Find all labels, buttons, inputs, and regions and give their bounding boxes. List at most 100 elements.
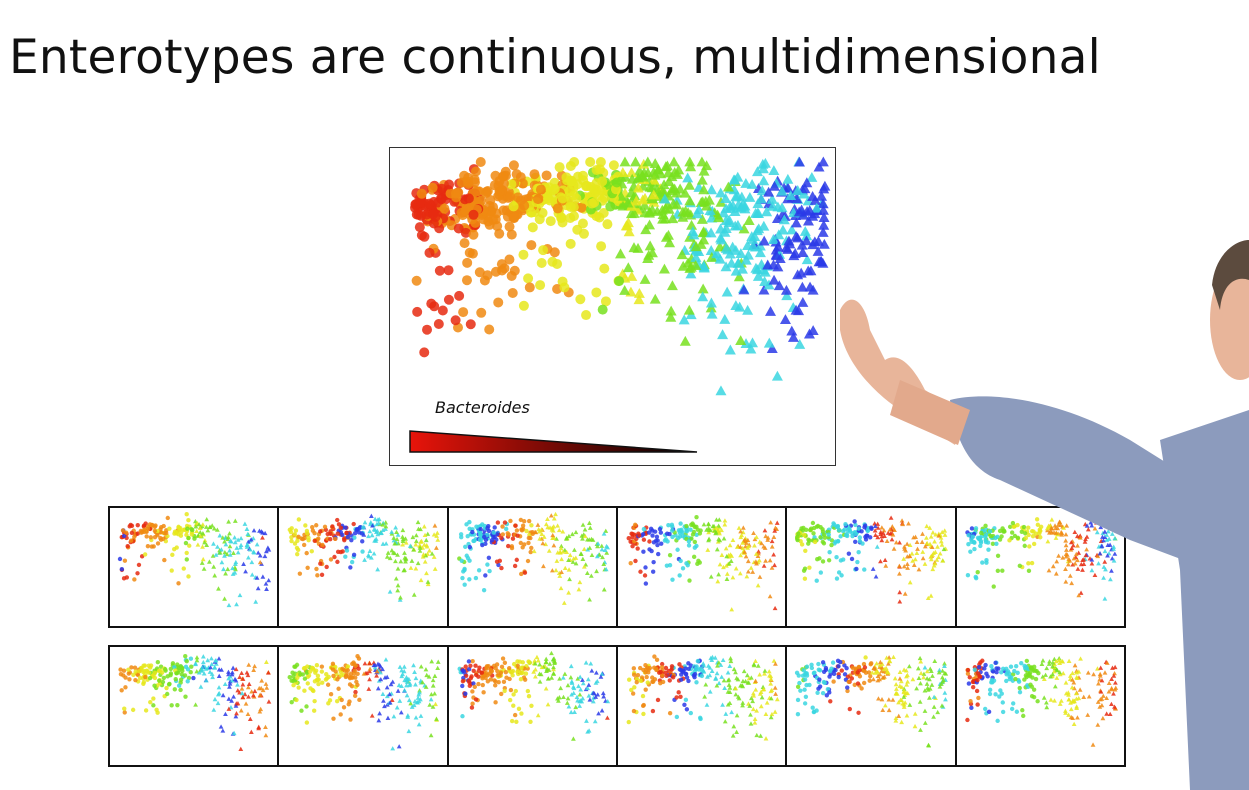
scatter-triangle xyxy=(543,521,549,527)
scatter-triangle xyxy=(807,239,819,250)
scatter-dot xyxy=(168,666,174,672)
scatter-triangle xyxy=(1055,522,1061,527)
scatter-triangle xyxy=(883,557,888,563)
scatter-triangle xyxy=(1051,530,1057,535)
scatter-triangle xyxy=(557,685,563,691)
scatter-dot xyxy=(973,526,978,531)
scatter-dot xyxy=(459,714,465,719)
scatter-dot xyxy=(162,667,168,672)
scatter-triangle xyxy=(577,692,582,697)
scatter-dot xyxy=(650,569,656,574)
scatter-triangle xyxy=(727,663,733,669)
scatter-dot xyxy=(964,717,970,723)
scatter-dot xyxy=(536,258,547,269)
scatter-triangle xyxy=(643,249,655,260)
scatter-dot xyxy=(524,528,529,534)
scatter-dot xyxy=(518,300,529,311)
scatter-triangle xyxy=(665,305,677,316)
scatter-triangle xyxy=(718,207,730,218)
scatter-triangle xyxy=(679,335,691,346)
scatter-triangle xyxy=(703,682,709,687)
scatter-dot xyxy=(426,298,437,309)
scatter-triangle xyxy=(755,663,761,668)
scatter-dot xyxy=(179,672,184,677)
scatter-triangle xyxy=(782,173,794,184)
scatter-triangle xyxy=(913,711,918,716)
scatter-triangle xyxy=(738,552,743,558)
scatter-dot xyxy=(320,680,325,685)
scatter-dot xyxy=(465,533,470,539)
scatter-triangle xyxy=(776,202,788,213)
scatter-triangle xyxy=(1088,523,1094,528)
scatter-triangle xyxy=(883,563,889,568)
scatter-dot xyxy=(675,547,680,552)
scatter-triangle xyxy=(394,536,400,542)
scatter-dot xyxy=(122,710,127,715)
scatter-triangle xyxy=(753,551,759,556)
scatter-dot xyxy=(680,566,686,571)
scatter-triangle xyxy=(785,190,797,201)
scatter-dot xyxy=(796,684,801,689)
scatter-triangle xyxy=(218,724,224,729)
scatter-dot xyxy=(475,157,486,167)
scatter-dot xyxy=(650,708,656,714)
scatter-triangle xyxy=(1074,715,1080,720)
scatter-triangle xyxy=(885,538,890,544)
scatter-dot xyxy=(692,539,697,545)
scatter-triangle xyxy=(714,253,726,264)
scatter-dot xyxy=(524,282,535,293)
scatter-triangle xyxy=(576,587,581,592)
scatter-triangle xyxy=(1054,675,1059,680)
scatter-triangle xyxy=(552,511,558,517)
scatter-triangle xyxy=(222,553,227,558)
scatter-triangle xyxy=(265,545,271,550)
scatter-triangle xyxy=(875,525,881,530)
scatter-triangle xyxy=(758,284,770,295)
scatter-triangle xyxy=(250,693,256,698)
scatter-dot xyxy=(312,538,318,543)
scatter-dot xyxy=(424,198,435,209)
scatter-dot xyxy=(969,526,974,531)
scatter-dot xyxy=(834,555,840,560)
scatter-dot xyxy=(502,688,507,694)
scatter-dot xyxy=(462,582,467,587)
scatter-triangle xyxy=(762,668,768,673)
scatter-dot xyxy=(977,660,983,665)
scatter-dot xyxy=(697,531,703,536)
scatter-dot xyxy=(821,690,826,696)
scatter-triangle xyxy=(218,547,224,552)
scatter-triangle xyxy=(761,686,767,692)
scatter-triangle xyxy=(1104,660,1110,665)
scatter-triangle xyxy=(900,521,906,527)
scatter-triangle xyxy=(396,688,401,693)
scatter-triangle xyxy=(932,694,937,699)
scatter-dot xyxy=(312,530,318,536)
scatter-triangle xyxy=(216,656,222,661)
scatter-dot xyxy=(319,669,325,674)
scatter-triangle xyxy=(942,663,948,669)
scatter-dot xyxy=(351,660,357,665)
scatter-dot xyxy=(669,664,675,669)
scatter-triangle xyxy=(746,680,752,685)
scatter-triangle xyxy=(429,732,434,738)
scatter-dot xyxy=(492,683,498,688)
scatter-triangle xyxy=(238,542,244,548)
scatter-triangle xyxy=(1058,698,1064,703)
scatter-dot xyxy=(527,719,533,724)
thumbnail-plot xyxy=(617,647,788,765)
scatter-triangle xyxy=(771,658,777,663)
scatter-triangle xyxy=(230,665,236,670)
scatter-triangle xyxy=(745,558,751,564)
scatter-triangle xyxy=(811,202,823,213)
scatter-triangle xyxy=(226,519,231,524)
scatter-dot xyxy=(514,528,519,533)
scatter-dot xyxy=(422,324,433,335)
scatter-triangle xyxy=(877,662,883,668)
scatter-dot xyxy=(525,558,530,564)
scatter-dot xyxy=(688,527,693,532)
scatter-triangle xyxy=(752,543,757,548)
scatter-triangle xyxy=(771,552,777,557)
scatter-triangle xyxy=(254,575,260,580)
scatter-triangle xyxy=(763,533,769,539)
scatter-dot xyxy=(989,677,994,683)
